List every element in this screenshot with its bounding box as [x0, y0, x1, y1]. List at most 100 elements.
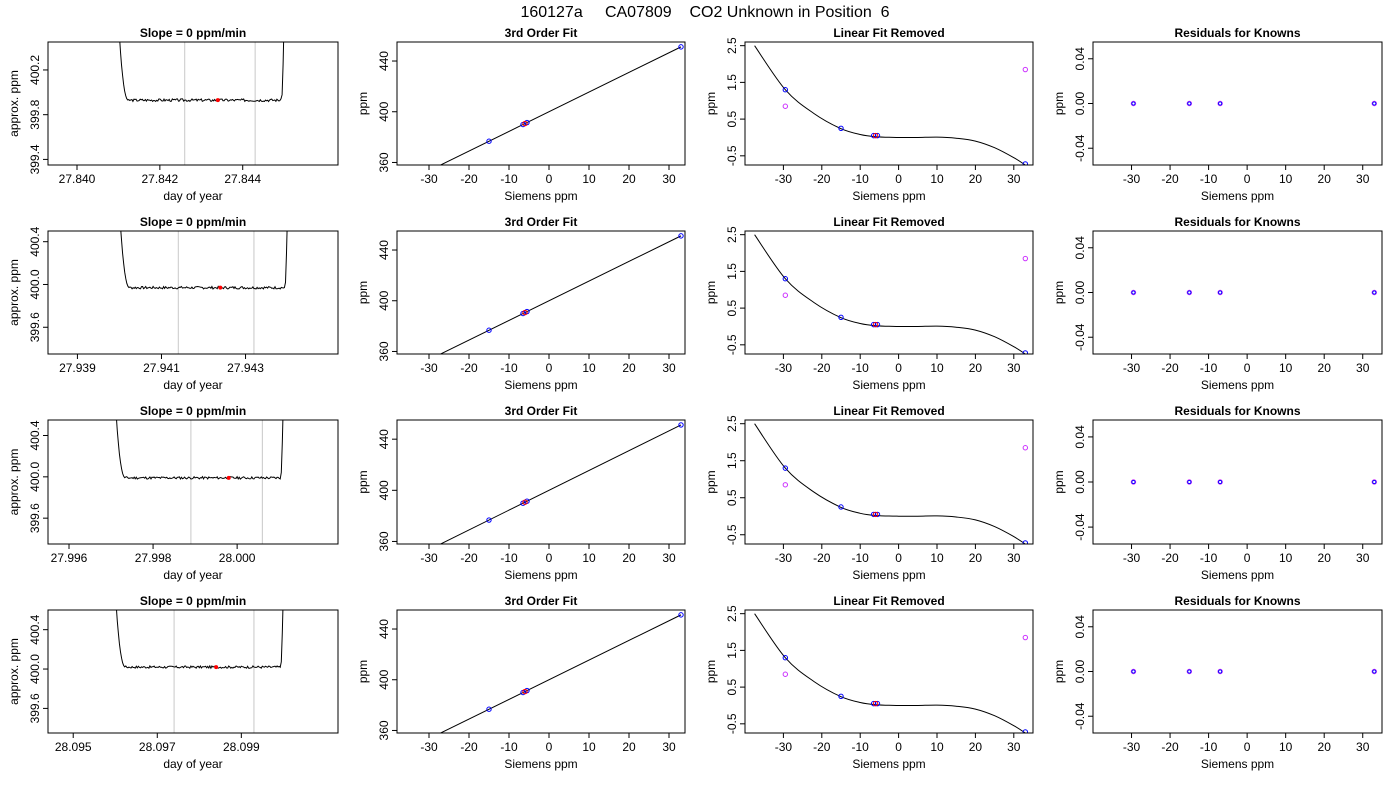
panel-data [754, 423, 1029, 544]
y-tick-label: -0.5 [725, 713, 739, 734]
x-tick-label: -20 [460, 551, 478, 565]
x-tick-label: 20 [1318, 551, 1332, 565]
x-tick-label: -30 [420, 172, 438, 186]
panel-title: Linear Fit Removed [833, 26, 944, 40]
x-tick-label: -20 [1161, 172, 1179, 186]
y-tick-label: 0.04 [1073, 236, 1087, 260]
y-tick-label: 1.5 [725, 74, 739, 91]
y-tick-label: 360 [377, 720, 391, 740]
x-axis-label: Siemens ppm [852, 757, 925, 771]
panel-title: Residuals for Knowns [1174, 26, 1300, 40]
y-tick-label: 399.6 [28, 503, 42, 533]
x-tick-label: 27.941 [143, 361, 180, 375]
y-tick-label: 1.5 [725, 263, 739, 280]
panel-title: Slope = 0 ppm/min [140, 404, 246, 418]
x-axis-label: Siemens ppm [852, 189, 925, 203]
panel-title: Linear Fit Removed [833, 594, 944, 608]
panel-slope-row2: Slope = 0 ppm/min 27.996 27.998 28.000 399.6… [7, 404, 339, 582]
plot-frame [47, 41, 339, 166]
panel-data [116, 420, 284, 544]
x-tick-label: -30 [420, 361, 438, 375]
mean-point [215, 98, 220, 103]
x-tick-label: 10 [930, 551, 944, 565]
fit-curve [754, 234, 1026, 354]
y-tick-label: 360 [377, 152, 391, 172]
known-point [874, 321, 881, 328]
trace-line [120, 231, 288, 290]
flagged-point [782, 482, 789, 488]
x-tick-label: 0 [895, 361, 902, 375]
x-tick-label: 10 [582, 551, 596, 565]
known-point [874, 511, 881, 518]
x-tick-label: 0 [1244, 172, 1251, 186]
x-tick-label: 27.998 [135, 551, 172, 565]
panel-linres-row2: Linear Fit Removed -30 -20 -10 0 10 20 30 -0.5 0.… [704, 404, 1034, 582]
x-tick-label: -20 [813, 551, 831, 565]
residual-point [1218, 101, 1223, 106]
x-tick-label: -30 [775, 740, 793, 754]
panel-title: Residuals for Knowns [1174, 215, 1300, 229]
known-point [486, 138, 492, 144]
y-axis-label: ppm [1052, 92, 1066, 115]
residual-point [1372, 290, 1377, 295]
x-axis-label: day of year [163, 757, 222, 771]
x-tick-label: 0 [546, 172, 553, 186]
panel-data [439, 612, 684, 733]
trace-line [116, 420, 284, 481]
known-point [838, 693, 844, 699]
y-tick-label: 360 [377, 341, 391, 361]
panel-slope-row3: Slope = 0 ppm/min 28.095 28.097 28.099 399.6… [7, 594, 339, 771]
panel-title: Residuals for Knowns [1174, 404, 1300, 418]
x-tick-label: 30 [1007, 551, 1021, 565]
fit-curve [754, 45, 1026, 165]
x-tick-label: 30 [1007, 740, 1021, 754]
known-point [1022, 540, 1029, 544]
mean-point [218, 285, 223, 290]
known-point [874, 700, 881, 707]
x-tick-label: -20 [1161, 361, 1179, 375]
panel-data [754, 613, 1029, 733]
mean-point [226, 475, 231, 480]
x-tick-label: 0 [895, 740, 902, 754]
y-tick-label: -0.5 [725, 334, 739, 355]
panel-data [1130, 289, 1377, 296]
residual-point [1131, 101, 1136, 106]
known-point [1022, 729, 1029, 733]
unknown-point [522, 309, 528, 316]
y-tick-label: 0.04 [1073, 47, 1087, 71]
known-point [782, 465, 789, 471]
x-tick-label: -30 [775, 361, 793, 375]
y-tick-label: 440 [377, 240, 391, 260]
plot-frame [47, 419, 339, 545]
panel-data [1130, 100, 1377, 107]
residual-point [1131, 290, 1136, 295]
x-tick-label: 27.939 [59, 361, 96, 375]
known-point [838, 504, 844, 510]
x-tick-label: 10 [582, 172, 596, 186]
trace-line [116, 610, 284, 670]
plot-frame [396, 41, 686, 166]
known-point [486, 517, 492, 523]
x-tick-label: 28.099 [223, 740, 260, 754]
flagged-point [1022, 66, 1029, 73]
y-axis-label: ppm [704, 281, 718, 304]
residual-point [1372, 669, 1377, 674]
x-tick-label: 10 [1279, 551, 1293, 565]
x-axis-label: Siemens ppm [504, 378, 577, 392]
y-tick-label: 400 [377, 290, 391, 310]
x-tick-label: 20 [1318, 361, 1332, 375]
x-tick-label: -30 [1123, 172, 1141, 186]
x-tick-label: 30 [662, 172, 676, 186]
residual-flag-point [1217, 289, 1223, 296]
known-point [486, 706, 492, 712]
x-tick-label: 30 [662, 551, 676, 565]
known-point [870, 511, 877, 518]
x-axis-label: Siemens ppm [504, 568, 577, 582]
y-tick-label: 0.00 [1073, 280, 1087, 304]
fit-line [439, 614, 682, 733]
y-axis-label: ppm [356, 92, 370, 115]
y-axis-label: ppm [704, 92, 718, 115]
x-tick-label: 27.943 [227, 361, 264, 375]
x-tick-label: 20 [969, 740, 983, 754]
panel-fit3-row1: 3rd Order Fit -30 -20 -10 0 10 20 30 360 400 440 Si… [356, 215, 686, 392]
